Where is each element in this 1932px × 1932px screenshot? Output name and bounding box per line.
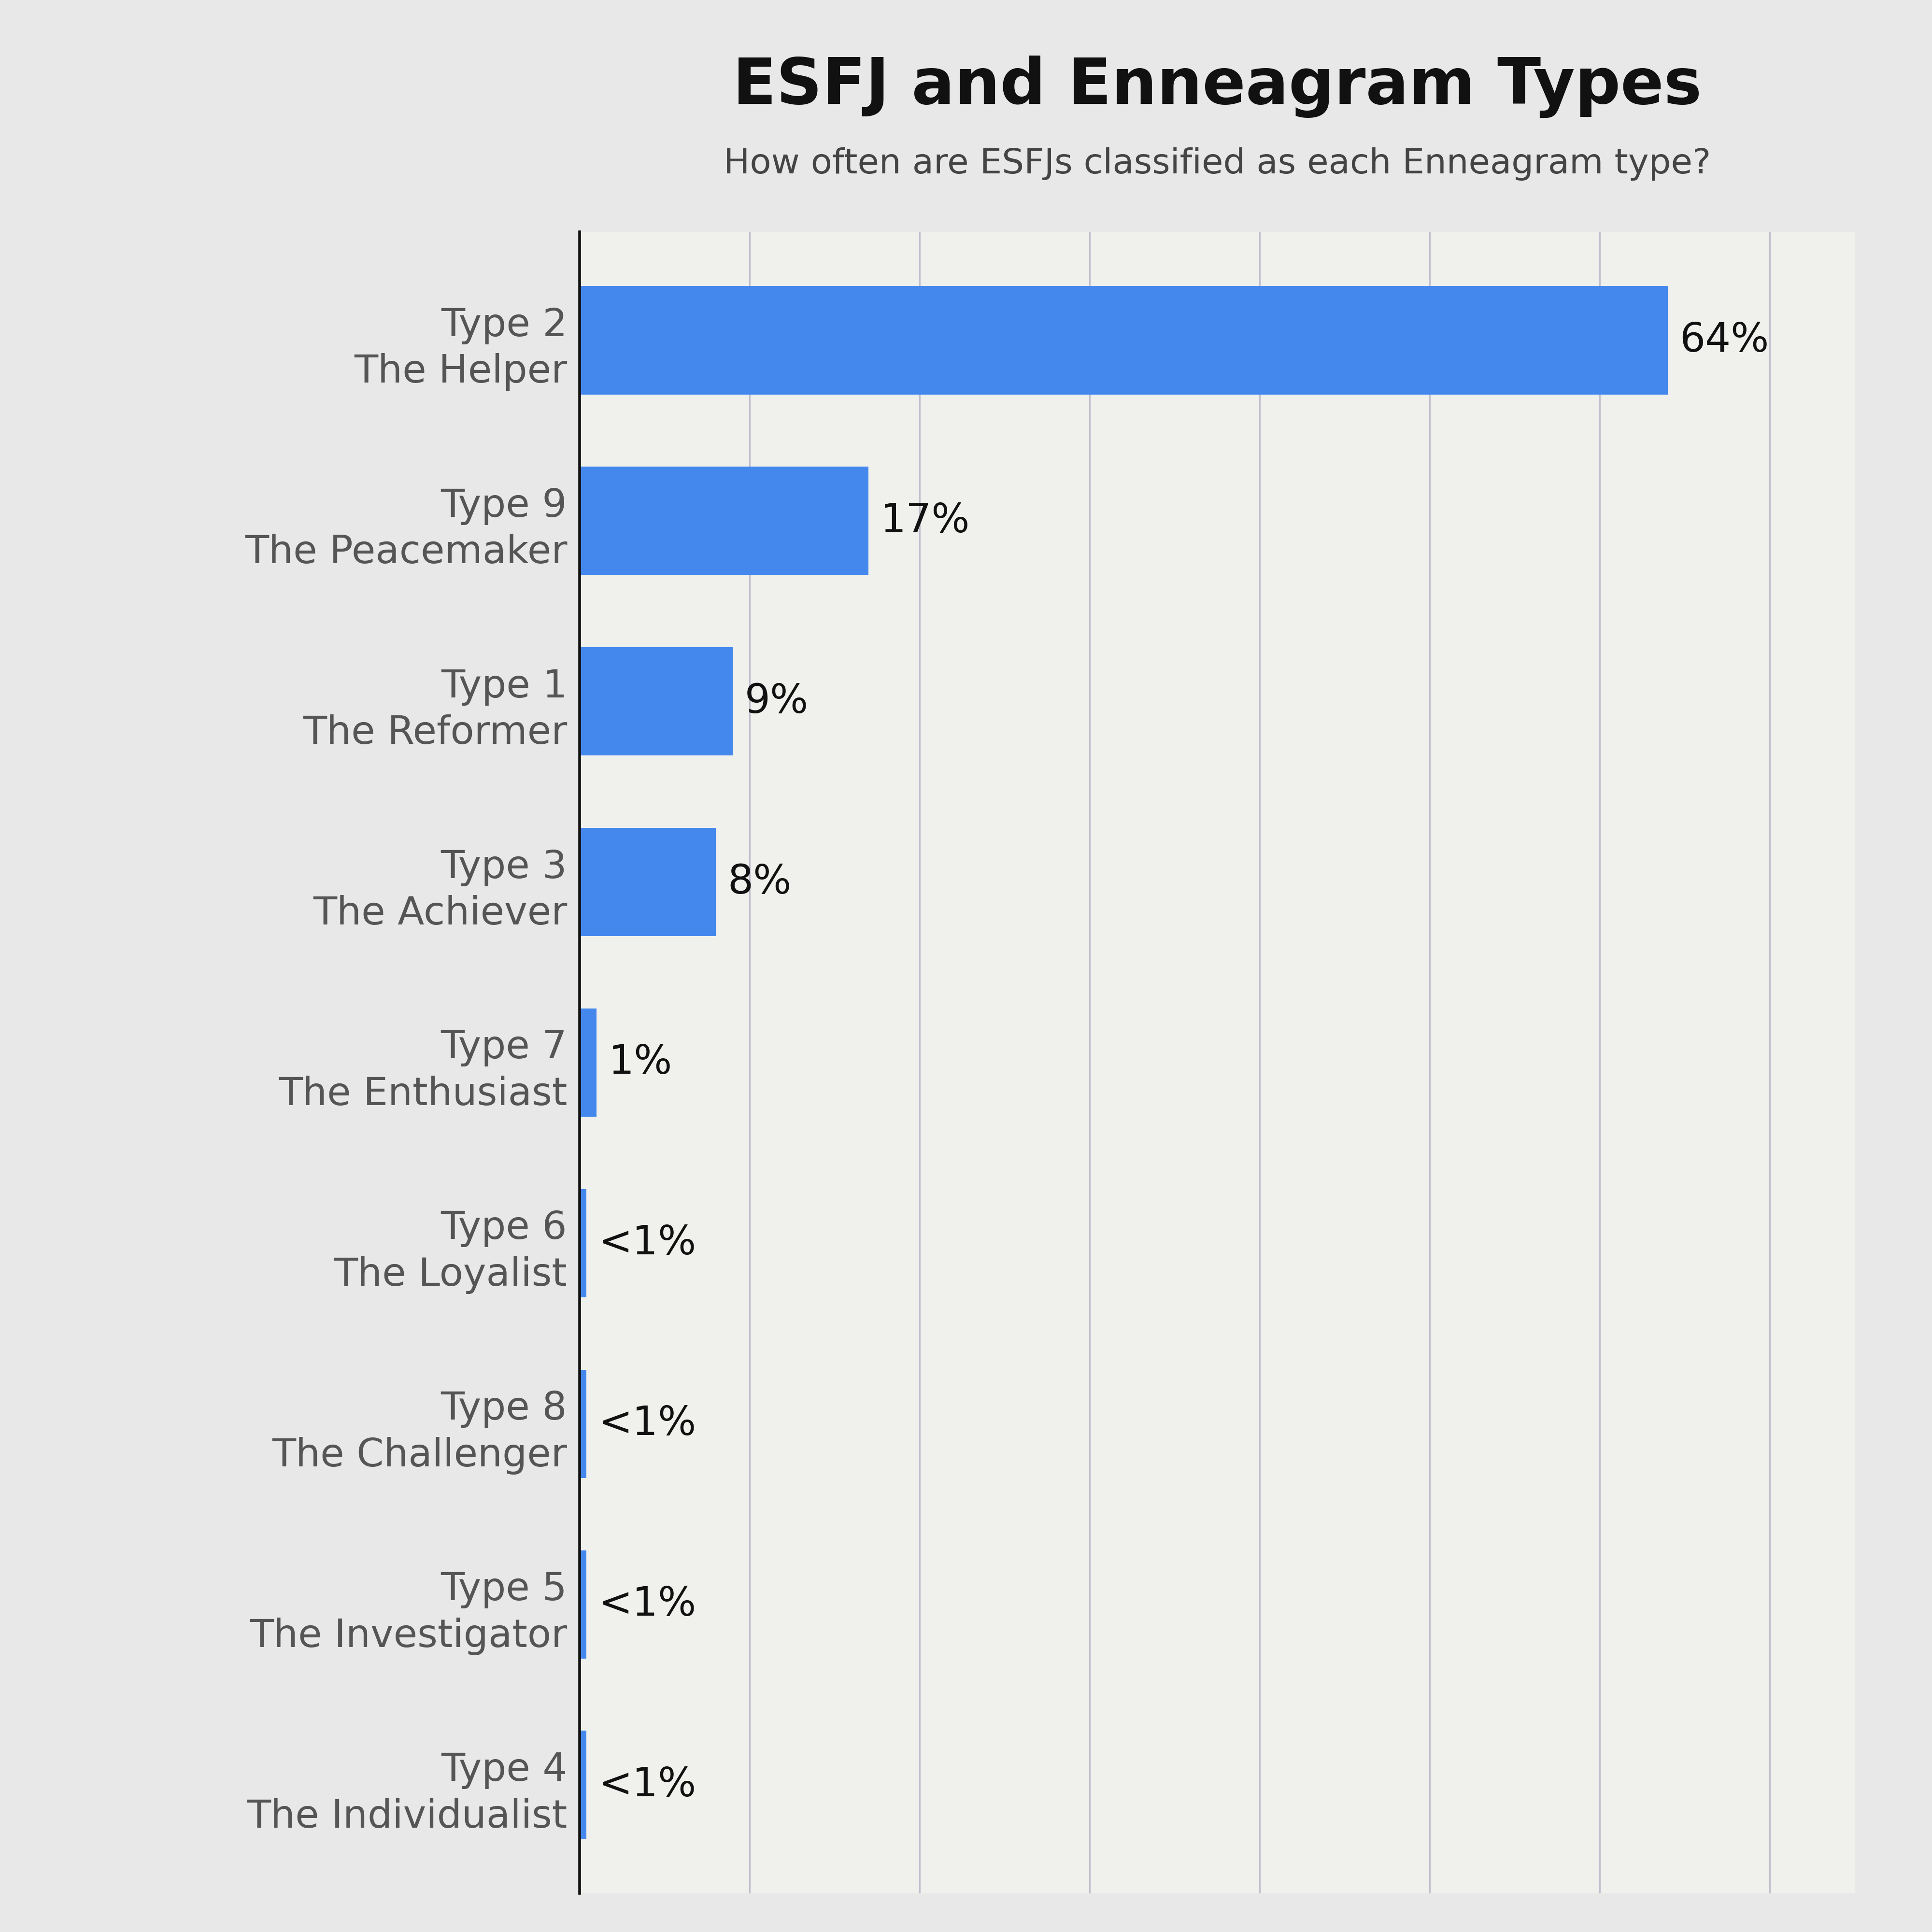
Bar bbox=[580, 1549, 587, 1658]
Bar bbox=[580, 1370, 587, 1478]
Text: How often are ESFJs classified as each Enneagram type?: How often are ESFJs classified as each E… bbox=[723, 147, 1712, 182]
Text: 1%: 1% bbox=[609, 1043, 672, 1082]
Text: 8%: 8% bbox=[728, 862, 792, 902]
Text: 17%: 17% bbox=[881, 500, 970, 541]
Bar bbox=[580, 827, 715, 937]
Text: <1%: <1% bbox=[599, 1766, 696, 1804]
Bar bbox=[580, 647, 732, 755]
Bar bbox=[580, 1188, 587, 1298]
Text: ESFJ and Enneagram Types: ESFJ and Enneagram Types bbox=[732, 56, 1702, 118]
Text: <1%: <1% bbox=[599, 1584, 696, 1625]
Bar bbox=[580, 286, 1667, 394]
Bar bbox=[580, 1009, 597, 1117]
Text: <1%: <1% bbox=[599, 1405, 696, 1443]
Bar bbox=[580, 468, 869, 576]
Text: 64%: 64% bbox=[1679, 321, 1770, 359]
Text: 9%: 9% bbox=[744, 682, 808, 721]
Text: <1%: <1% bbox=[599, 1223, 696, 1264]
Bar bbox=[580, 1731, 587, 1839]
